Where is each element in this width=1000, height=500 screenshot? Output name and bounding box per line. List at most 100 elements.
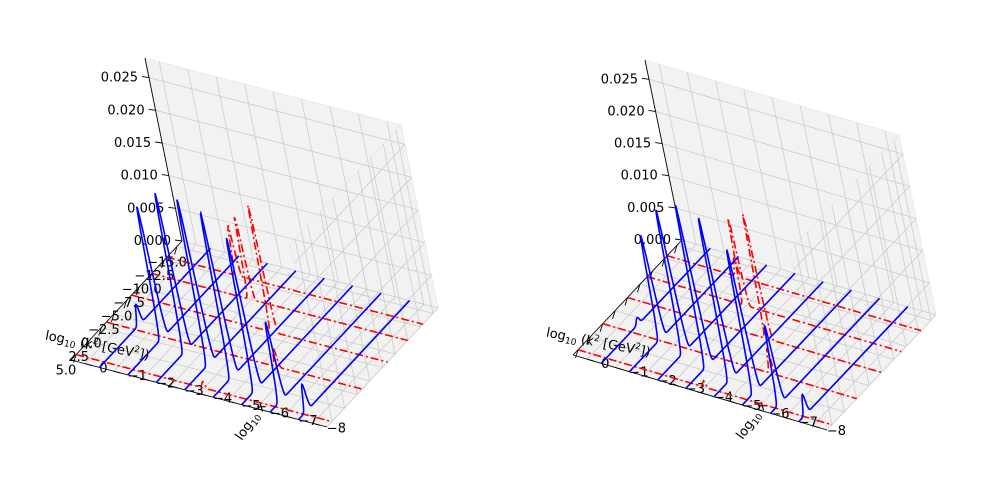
- x-axis-label: log10 x: [233, 399, 272, 444]
- z-tick-label: 0.000: [634, 233, 671, 248]
- grid-line: [300, 177, 412, 297]
- k-axis-label-part: log: [44, 329, 66, 348]
- grid-line: [84, 244, 197, 364]
- grid-line: [686, 72, 725, 253]
- grid-lines: [577, 64, 937, 431]
- x-tick-mark: [170, 385, 178, 389]
- z-tick-label: 0.020: [607, 104, 644, 119]
- blue-series-line: [655, 209, 768, 381]
- k-axis-label-part: 2: [634, 342, 642, 353]
- grid-line: [395, 130, 434, 314]
- k-tick-mark: [599, 323, 604, 332]
- x-tick-label: −1: [128, 369, 147, 384]
- grid-line: [148, 77, 406, 145]
- z-tick-mark: [661, 174, 669, 177]
- k-tick-mark: [110, 313, 115, 323]
- grid-line: [386, 121, 425, 305]
- k-tick-mark: [674, 245, 678, 254]
- k-axis-label-part: (k: [576, 332, 596, 350]
- grid-line: [113, 251, 225, 372]
- z-tick-label: 0.025: [601, 72, 638, 87]
- tick-labels: 0−1−2−3−4−5−6−7−80.0000.0050.0100.0150.0…: [601, 72, 846, 439]
- grid-line: [244, 84, 282, 268]
- k-tick-mark: [98, 327, 102, 336]
- red-series-line: [602, 322, 857, 400]
- z-tick-mark: [168, 206, 176, 209]
- z-tick-label: 0.010: [121, 169, 158, 184]
- k-axis-label-part: 2: [593, 334, 601, 345]
- red-series-line: [106, 321, 363, 390]
- grid-line: [181, 240, 439, 309]
- z-tick-mark: [648, 109, 656, 112]
- grid-line: [227, 281, 339, 402]
- grid-line: [175, 207, 432, 276]
- k-tick-mark: [174, 246, 178, 255]
- k-tick-mark: [123, 300, 127, 309]
- x-tick-mark: [141, 378, 150, 382]
- grid-line: [826, 314, 937, 431]
- grid-line: [662, 143, 917, 219]
- blue-series-line: [297, 300, 411, 421]
- grid-line: [141, 259, 254, 379]
- z-tick-mark: [161, 174, 169, 177]
- red-series-group: [577, 214, 922, 426]
- grid-line: [255, 289, 368, 409]
- red-series-line: [131, 205, 388, 363]
- k-axis-label-part: 10: [564, 336, 577, 348]
- grid-line: [655, 111, 910, 187]
- x-tick-mark: [227, 400, 235, 404]
- blue-series-line: [176, 199, 297, 391]
- axis-lines: [70, 57, 328, 428]
- blue-series-group: [98, 192, 411, 421]
- k-tick-mark: [73, 354, 77, 363]
- grid-line: [806, 231, 845, 412]
- grid-line: [320, 275, 432, 395]
- grid-line: [326, 307, 439, 428]
- k-tick-label: −5.0: [101, 310, 133, 325]
- red-series-line: [75, 353, 333, 423]
- x-tick-mark: [284, 415, 292, 419]
- x-tick-label: −4: [213, 392, 232, 407]
- z-tick-mark: [174, 239, 183, 242]
- blue-series-line: [98, 247, 212, 368]
- k-axis-label-part: (k: [75, 335, 95, 353]
- grid-line: [301, 98, 339, 282]
- z-axis-line: [144, 57, 183, 242]
- x-tick-label: −6: [270, 406, 289, 421]
- z-tick-mark: [668, 206, 676, 209]
- x-tick-mark: [255, 407, 264, 411]
- grid-line: [819, 218, 858, 399]
- k-axis-label-part: ]): [639, 344, 652, 361]
- x-tick-label: −8: [827, 424, 846, 439]
- blue-series-line: [127, 206, 240, 376]
- x-tick-mark: [671, 383, 679, 387]
- grid-line: [382, 143, 421, 327]
- z-tick-label: 0.015: [614, 137, 651, 152]
- k-tick-mark: [136, 286, 140, 296]
- red-series-line: [151, 216, 408, 342]
- grid-line: [893, 140, 932, 321]
- blue-series-line: [199, 210, 325, 398]
- red-series-line: [627, 214, 882, 374]
- grid-line: [800, 186, 910, 302]
- blue-series-line: [674, 204, 796, 389]
- x-tick-label: −5: [241, 399, 260, 414]
- grid-line: [272, 91, 311, 275]
- grid-line: [586, 243, 697, 360]
- grid-line: [881, 153, 920, 334]
- x-tick-mark: [784, 417, 792, 420]
- z-tick-mark: [141, 76, 150, 79]
- x-tick-mark: [312, 422, 320, 426]
- z-tick-mark: [655, 142, 663, 145]
- k-tick-mark: [85, 340, 90, 350]
- grid-line: [158, 61, 197, 245]
- grid-line: [658, 64, 697, 245]
- z-tick-label: 0.005: [127, 201, 164, 216]
- grid-line: [668, 175, 923, 252]
- blue-series-line: [154, 192, 268, 383]
- z-tick-label: 0.010: [621, 169, 658, 184]
- grid-line: [293, 144, 406, 264]
- grid-line: [675, 207, 930, 284]
- k-tick-label: 5.0: [56, 364, 77, 379]
